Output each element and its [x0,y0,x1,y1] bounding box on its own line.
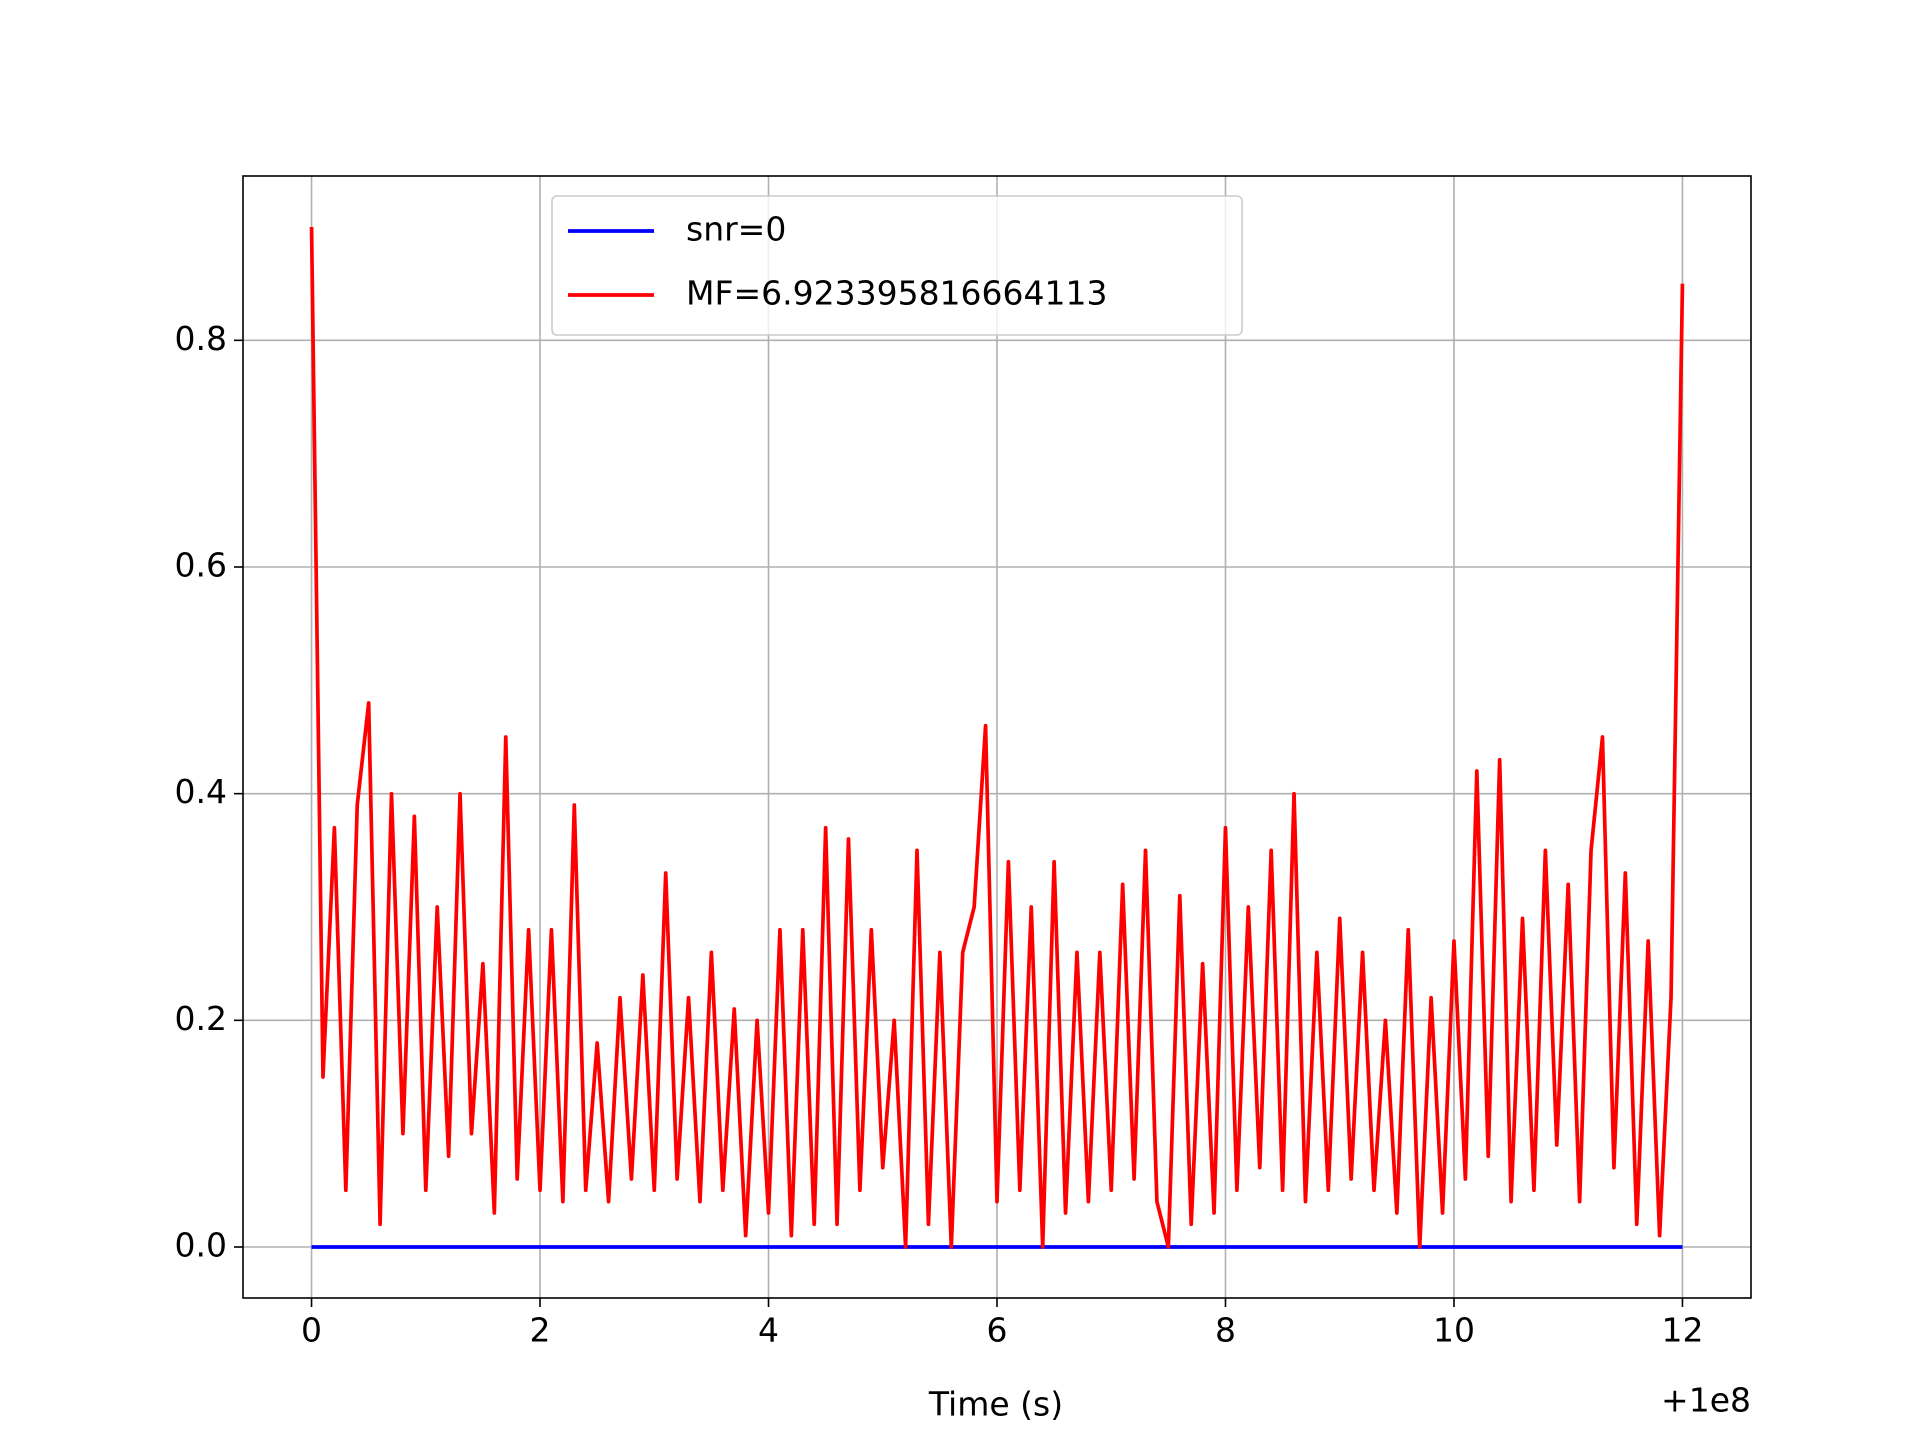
x-tick-label: 0 [301,1311,322,1350]
x-tick-label: 10 [1433,1311,1475,1350]
y-tick-label: 0.4 [175,772,227,811]
legend-label: snr=0 [686,210,786,249]
x-tick-label: 12 [1661,1311,1703,1350]
x-tick-label: 8 [1215,1311,1236,1350]
x-tick-label: 4 [758,1311,779,1350]
y-tick-label: 0.8 [175,319,227,358]
x-offset-label: +1e8 [1661,1381,1751,1420]
x-axis-label: Time (s) [928,1385,1063,1424]
legend-label: MF=6.923395816664113 [686,274,1108,313]
x-tick-label: 2 [530,1311,551,1350]
plot-frame [242,175,1752,1299]
legend-box [551,195,1243,336]
y-tick-label: 0.2 [175,999,227,1038]
y-tick-label: 0.0 [175,1226,227,1265]
x-tick-label: 6 [987,1311,1008,1350]
data-line [309,226,1685,1249]
y-tick-label: 0.6 [175,546,227,585]
